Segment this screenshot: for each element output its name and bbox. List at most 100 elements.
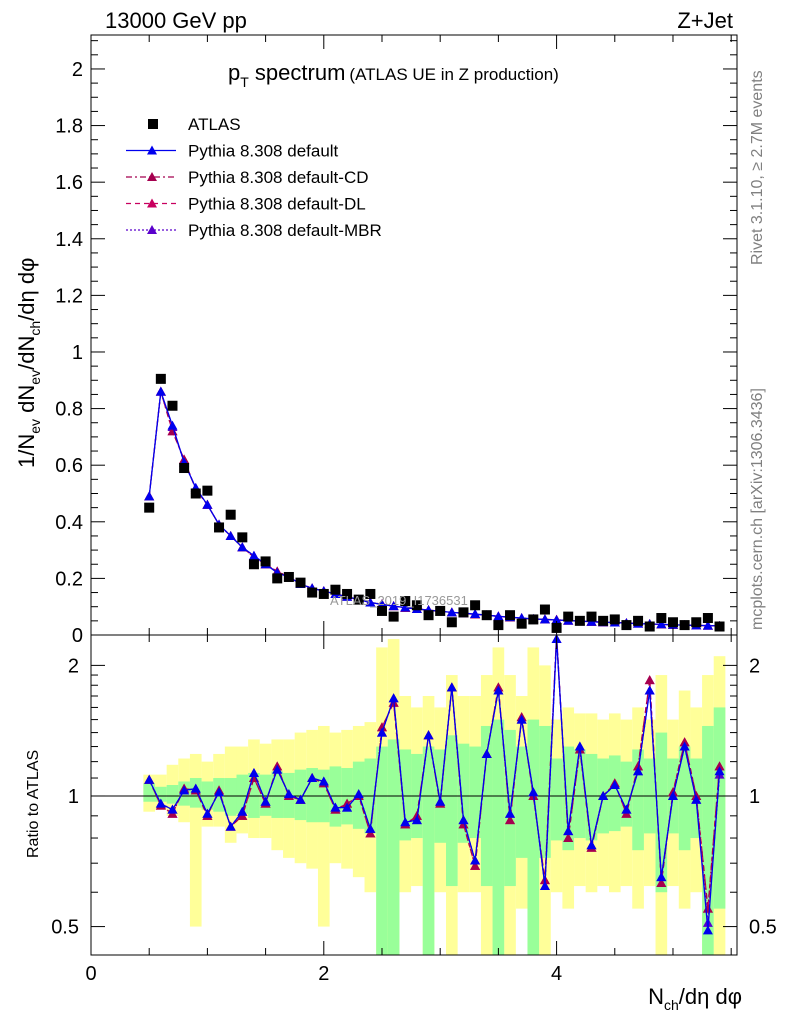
ratio-band-green <box>236 774 249 814</box>
data-point <box>353 594 364 605</box>
ratio-y-tick-label-right: 1 <box>749 786 760 808</box>
ratio-band-green <box>422 746 435 955</box>
ratio-series-marker <box>481 748 492 758</box>
ratio-band-green <box>155 786 167 802</box>
ratio-band-yellow <box>317 725 330 927</box>
ratio-series-marker <box>714 761 725 771</box>
data-point <box>330 584 341 595</box>
main-series-line <box>148 391 720 627</box>
data-point <box>493 620 504 631</box>
title-parenthetical: (ATLAS UE in Z production) <box>349 65 558 84</box>
ratio-series-marker <box>563 833 574 843</box>
data-point <box>283 571 294 582</box>
data-point <box>155 373 166 384</box>
legend-marker <box>147 145 157 155</box>
legend: ATLAS Pythia 8.308 default Pythia 8.308 de… <box>126 115 382 240</box>
main-series-marker <box>144 491 155 501</box>
data-point <box>679 620 690 631</box>
ratio-band-green <box>306 768 318 823</box>
ratio-series-marker <box>516 714 527 724</box>
data-point <box>656 613 667 624</box>
legend-marker <box>147 225 157 234</box>
ratio-series-marker <box>574 741 585 751</box>
data-point <box>260 556 271 567</box>
ratio-series-marker <box>260 796 271 806</box>
ratio-y-tick-label-right: 0.5 <box>749 917 777 939</box>
main-series-marker <box>493 611 504 621</box>
data-point <box>481 610 492 621</box>
ratio-frame <box>90 634 738 956</box>
data-point <box>563 611 574 622</box>
main-y-tick-label: 1.8 <box>55 116 83 138</box>
ratio-band-green <box>585 753 598 841</box>
ratio-series-marker <box>225 821 236 831</box>
ratio-y-tick-label: 0.5 <box>51 917 79 939</box>
main-series-marker <box>388 601 399 611</box>
ratio-band-green <box>446 735 458 887</box>
ratio-series-marker <box>609 780 620 790</box>
data-point <box>621 620 632 631</box>
data-point <box>179 463 190 474</box>
main-title: pT spectrum (ATLAS UE in Z production) <box>228 60 559 90</box>
ratio-series-marker <box>248 767 259 777</box>
ratio-series-marker <box>365 828 376 838</box>
main-series-marker <box>225 530 236 540</box>
main-series-marker <box>400 602 411 612</box>
legend-label: Pythia 8.308 default-MBR <box>188 221 382 240</box>
ratio-series-marker <box>470 855 481 865</box>
data-point <box>446 617 457 628</box>
ratio-series-marker <box>679 741 690 751</box>
data-point <box>342 588 353 599</box>
ratio-x-label: Nch/dη dφ <box>648 984 742 1013</box>
main-y-tick-label: 1.6 <box>55 172 83 194</box>
ratio-band-green <box>469 746 481 839</box>
data-point <box>295 577 306 588</box>
data-point <box>586 611 597 622</box>
ratio-series-marker <box>493 685 504 695</box>
ratio-band-green <box>143 783 156 802</box>
data-point <box>667 617 678 628</box>
ratio-series-marker <box>155 798 166 808</box>
ratio-series-marker <box>272 764 283 774</box>
data-point <box>248 559 259 570</box>
ratio-series-marker <box>539 881 550 891</box>
data-point <box>644 621 655 632</box>
ratio-series-marker <box>702 925 713 935</box>
data-point <box>539 604 550 615</box>
data-point <box>505 610 516 621</box>
ratio-series-marker <box>318 776 329 786</box>
legend-marker <box>147 198 157 208</box>
ratio-band-green <box>399 749 412 841</box>
ratio-series-marker <box>353 789 364 799</box>
legend-marker <box>147 172 157 181</box>
data-point <box>411 600 422 611</box>
data-point <box>237 532 248 543</box>
data-point <box>400 596 411 607</box>
ratio-panel: 0.5 0.5 1 1 2 2 0 2 4 Ratio to ATLAS Nch/dη dφ <box>25 634 777 1013</box>
ratio-series-marker <box>411 815 422 825</box>
ratio-band-green <box>678 746 691 851</box>
ratio-series-marker <box>598 790 609 800</box>
ratio-band-green <box>248 772 260 818</box>
ratio-band-green <box>655 732 668 893</box>
data-point <box>318 588 329 599</box>
data-point <box>598 615 609 626</box>
ratio-series-marker <box>307 773 318 783</box>
ratio-y-tick-label-right: 2 <box>749 655 760 677</box>
ratio-x-tick-label: 2 <box>318 963 329 985</box>
ratio-series-marker <box>376 722 387 732</box>
ratio-plot-area <box>91 634 737 955</box>
ratio-series-marker <box>621 804 632 814</box>
ratio-series-marker <box>237 806 248 816</box>
ratio-series-marker <box>179 785 190 795</box>
data-point <box>458 607 469 618</box>
title-spectrum: spectrum <box>249 60 346 85</box>
ratio-band-green <box>387 739 400 955</box>
ratio-series-marker <box>528 787 539 797</box>
data-point <box>190 488 201 499</box>
ratio-series-marker <box>330 802 341 812</box>
ratio-series-marker <box>656 872 667 882</box>
ratio-band-green <box>259 774 272 816</box>
main-panel: 0 0.2 0.4 0.6 0.8 1 1.2 1.4 1.6 1.8 2 pT spectrum(… <box>14 34 738 647</box>
legend-marker-data <box>148 119 158 129</box>
